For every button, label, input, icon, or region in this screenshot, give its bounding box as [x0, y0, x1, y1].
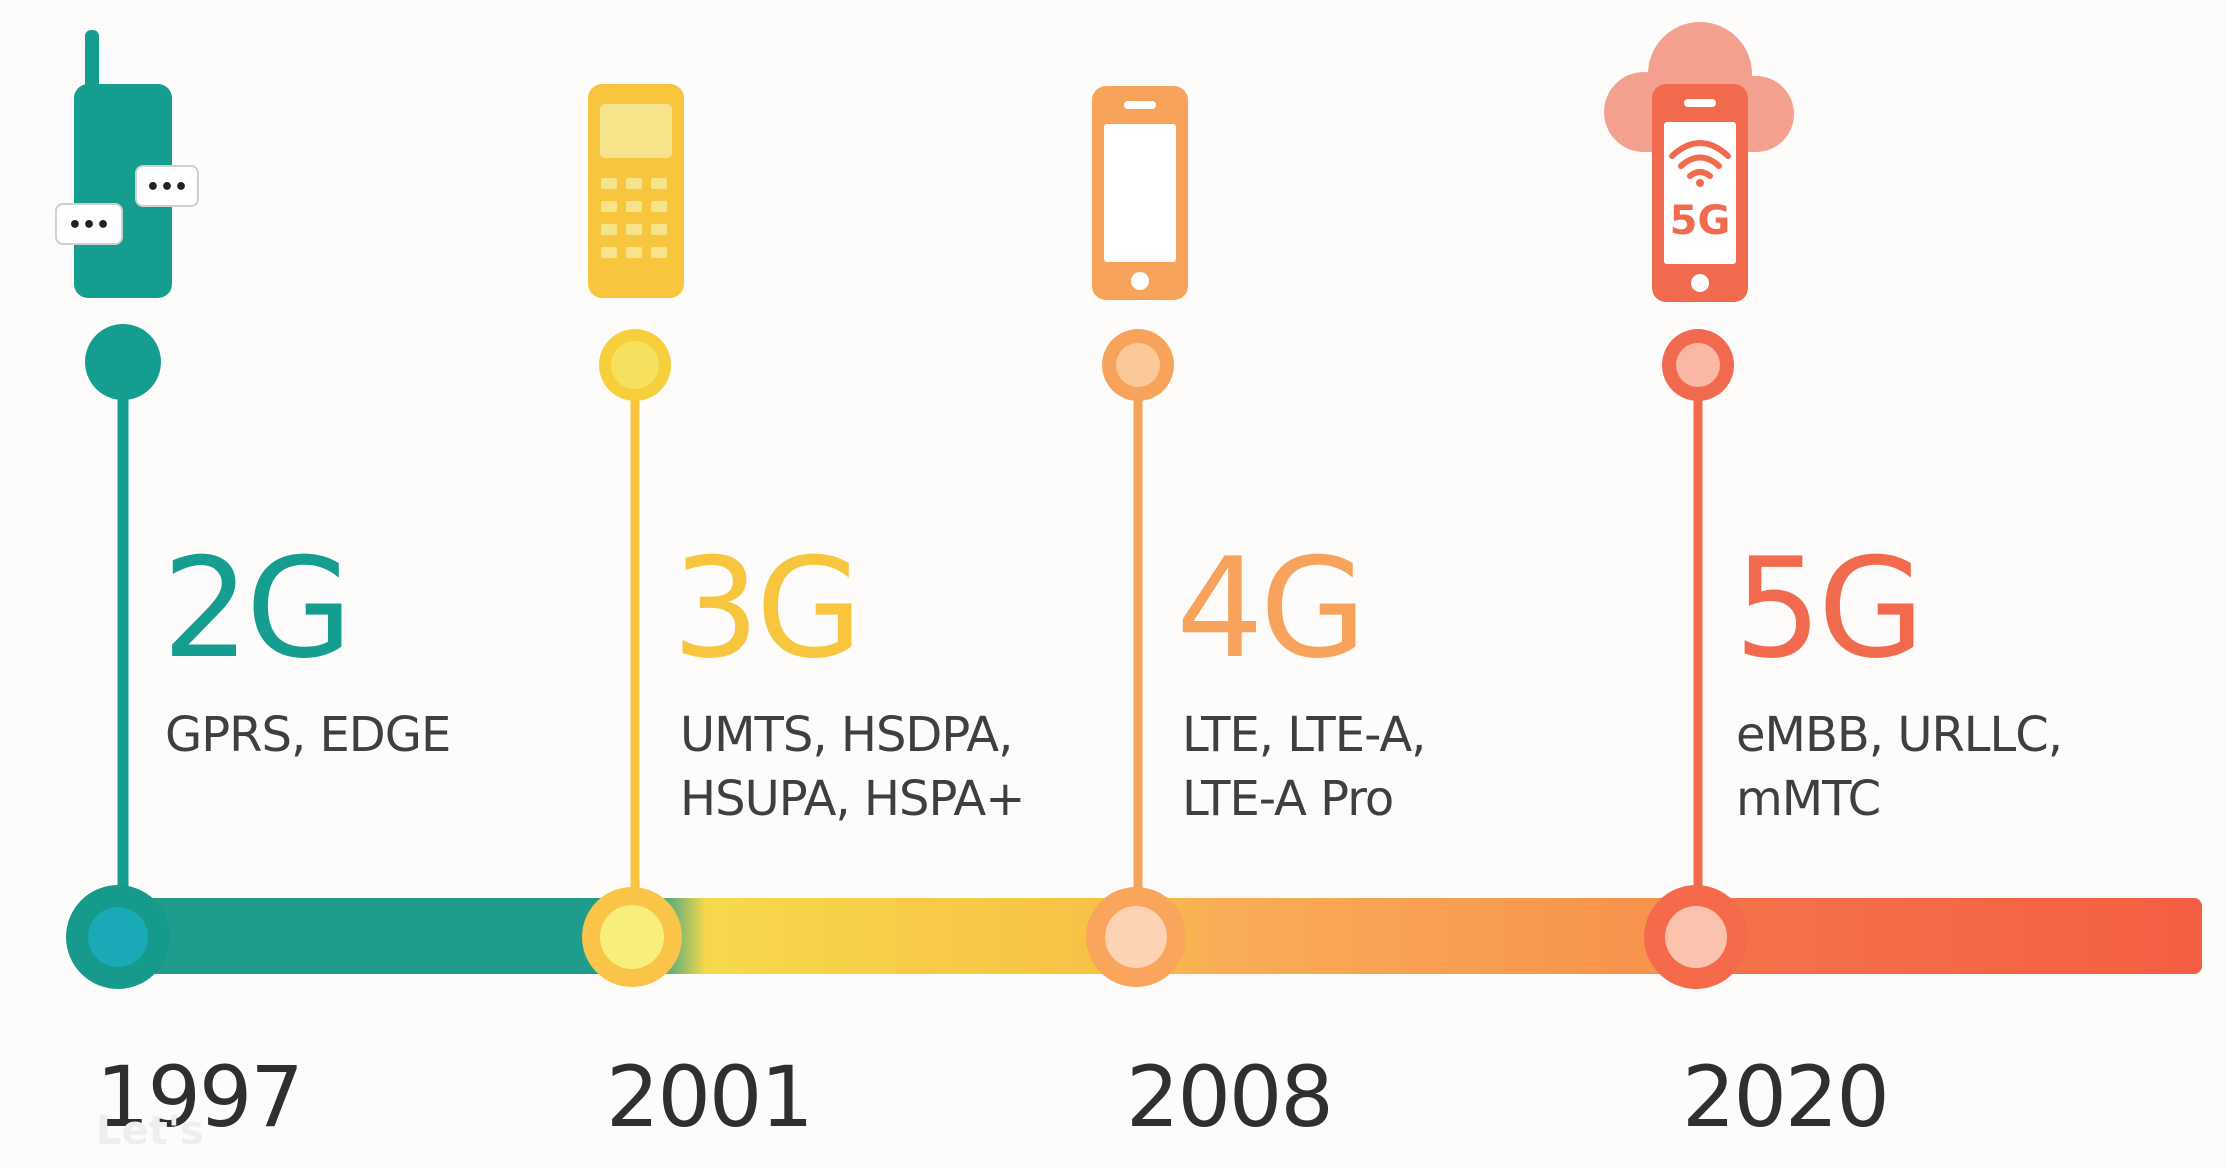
tech-list-3g: UMTS, HSDPA, HSUPA, HSPA+: [680, 703, 1025, 831]
generation-title-4g: 4G: [1176, 528, 1367, 689]
generation-title-5g: 5G: [1734, 528, 1925, 689]
year-label-2001: 2001: [606, 1048, 814, 1146]
milestone-2g: ••• •••: [55, 30, 199, 989]
wifi-icon: [1669, 140, 1731, 179]
tech-line: mMTC: [1736, 771, 1881, 827]
year-label-1997: 1997: [96, 1048, 304, 1146]
milestone-3g: [582, 84, 684, 987]
tech-line: LTE, LTE-A,: [1182, 707, 1426, 763]
chat-dots-right: •••: [146, 175, 188, 200]
tech-list-4g: LTE, LTE-A, LTE-A Pro: [1182, 703, 1426, 831]
chat-dots-left: •••: [68, 213, 110, 238]
milestone-5g: 5G: [1604, 22, 1794, 989]
tech-line: LTE-A Pro: [1182, 771, 1394, 827]
tech-list-5g: eMBB, URLLC, mMTC: [1736, 703, 2063, 831]
watermark-logo: Let's: [96, 1108, 204, 1154]
brick-phone-icon: ••• •••: [55, 30, 199, 298]
top-dot-2g: [85, 324, 161, 400]
keypad-phone-icon: [588, 84, 684, 298]
tech-line: GPRS, EDGE: [165, 707, 451, 763]
cloud-5g-phone-icon: 5G: [1652, 84, 1748, 302]
smartphone-icon: [1092, 86, 1188, 300]
year-label-2020: 2020: [1682, 1048, 1890, 1146]
tech-list-2g: GPRS, EDGE: [165, 703, 451, 767]
generation-title-2g: 2G: [162, 528, 353, 689]
year-label-2008: 2008: [1126, 1048, 1334, 1146]
milestone-4g: [1086, 86, 1188, 987]
tech-line: eMBB, URLLC,: [1736, 707, 2063, 763]
tech-line: UMTS, HSDPA,: [680, 707, 1013, 763]
tech-line: HSUPA, HSPA+: [680, 771, 1025, 827]
5g-badge-text: 5G: [1670, 198, 1731, 244]
generation-title-3g: 3G: [672, 528, 863, 689]
